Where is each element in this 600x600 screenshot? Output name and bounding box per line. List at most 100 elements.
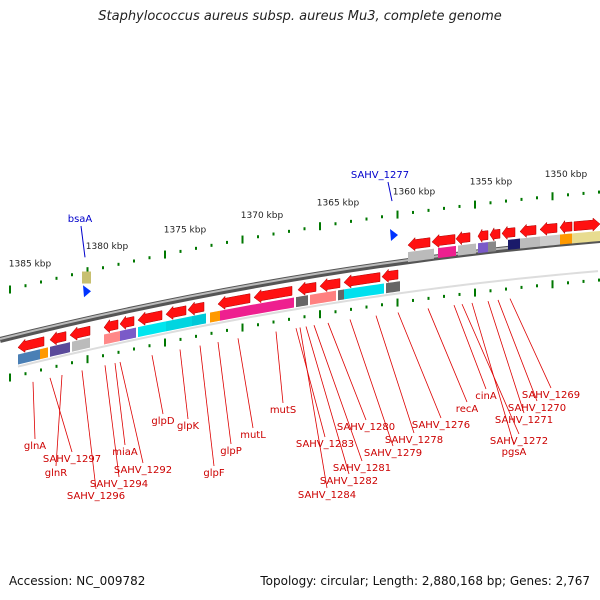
gene-arrow-forward [477,228,489,244]
minor-tick [412,210,414,214]
cog-bar [104,331,120,345]
gene-leader-line [349,319,394,447]
minor-tick [272,232,275,236]
gene-leader-line [32,381,36,440]
inner-minor-tick [24,372,27,376]
gene-leader-line [151,355,164,415]
scale-labels: 1385 kbp 1380 kbp 1375 kbp 1370 kbp 1365 kbp… [9,170,588,270]
gene-leader-line [81,370,97,490]
gene-arrow-forward [501,225,516,241]
gene-arrow-forward [407,237,431,252]
gene-label: glpF [203,468,224,479]
cog-bar [478,242,488,254]
minor-tick [350,219,352,223]
gene-label: SAHV_1272 [490,436,548,447]
gene-label: SAHV_1282 [320,476,378,487]
feature-markers: bsaA SAHV_1277 [68,170,409,298]
cog-bar [210,310,220,323]
minor-tick [536,196,538,200]
minor-tick [55,276,58,280]
inner-minor-tick [148,344,151,348]
gene-arrow-forward [455,230,471,246]
inner-major-tick [396,298,399,307]
inner-minor-tick [582,279,585,283]
minor-tick [71,273,73,277]
feature-box [82,271,91,284]
gene-label: mutL [240,430,266,441]
gene-arrow-reverse [137,310,163,326]
gene-leader-line [199,345,215,467]
gene-leader-line [509,298,552,389]
gene-leader-line [461,303,520,435]
cog-bar [572,231,600,244]
major-tick [474,200,476,209]
feature-label: bsaA [68,214,93,225]
minor-tick [257,235,259,239]
gene-label: SAHV_1283 [296,439,354,450]
gene-leader-line [471,302,515,446]
inner-minor-tick [195,334,197,338]
cog-bar [220,304,256,321]
gene-leader-line [487,300,525,414]
gene-label: recA [456,404,479,415]
inner-minor-tick [412,298,414,302]
inner-minor-tick [288,317,290,321]
cog-category-bars [17,231,600,368]
scale-label: 1355 kbp [470,178,513,188]
scale-label: 1375 kbp [164,226,207,236]
minor-tick [102,266,104,270]
inner-minor-tick [133,347,135,351]
gene-label: SAHV_1279 [364,448,422,459]
gene-leader-line [55,375,63,467]
inner-minor-tick [257,323,259,327]
blue-arrow-marker-icon [83,285,91,298]
cog-bar [296,295,308,308]
gene-label: SAHV_1292 [114,465,172,476]
gene-leader-line [327,322,367,421]
bar-shadow [17,270,599,368]
inner-minor-tick [365,305,368,309]
scale-label: 1360 kbp [393,187,436,197]
gene-leader-line [313,325,363,462]
inner-minor-tick [55,364,58,368]
gene-label: glpP [220,446,242,457]
inner-minor-tick [71,361,73,365]
inner-ticks [9,278,600,382]
gene-arrow-reverse [17,336,45,353]
gene-label: SAHV_1284 [298,490,356,501]
cog-bar [338,289,344,301]
gene-arrow-reverse [119,315,135,330]
major-tick [86,267,89,276]
gene-arrow-forward [559,219,573,235]
inner-minor-tick [179,337,182,341]
cog-bar [120,327,136,341]
gene-leader-line [275,331,284,404]
gene-label-leaders [32,298,552,490]
inner-major-tick [551,280,554,289]
scale-label: 1350 kbp [545,170,588,180]
minor-tick [288,229,290,233]
inner-minor-tick [489,289,492,293]
gene-leader-line [237,338,254,429]
inner-minor-tick [303,315,306,319]
gene-label: SAHV_1278 [385,435,443,446]
blue-arrow-marker-icon [390,229,398,242]
gene-label: mutS [270,405,296,416]
gene-arrow-forward [519,223,537,238]
minor-tick [381,215,383,219]
cog-bar [40,347,48,360]
feature-label: SAHV_1277 [351,170,409,181]
gene-leader-line [217,342,232,445]
minor-tick [489,201,492,205]
major-tick [164,250,166,259]
gene-label: SAHV_1294 [90,479,148,490]
scale-label: 1365 kbp [317,198,360,208]
gene-label: SAHV_1280 [337,422,395,433]
cog-bar [508,238,520,250]
gene-label: glnA [24,441,46,452]
inner-major-tick [9,373,11,382]
inner-minor-tick [334,310,337,314]
